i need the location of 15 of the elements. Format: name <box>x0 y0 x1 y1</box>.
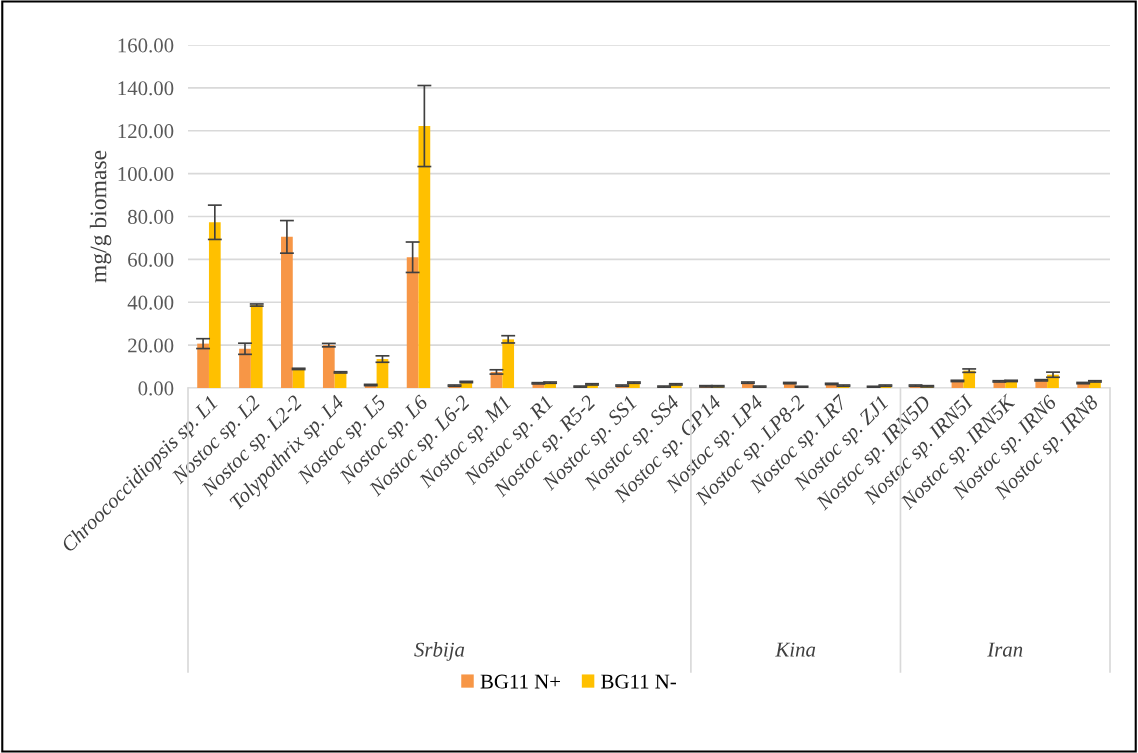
y-tick-label: 100.00 <box>118 167 174 182</box>
y-tick-label: 160.00 <box>118 38 174 53</box>
legend-label: BG11 N- <box>601 674 676 689</box>
y-tick-label: 40.00 <box>127 295 174 310</box>
y-tick-label: 120.00 <box>118 124 174 139</box>
y-tick-label: 0.00 <box>138 381 174 396</box>
text: Srbija <box>414 641 465 661</box>
y-tick-label: 20.00 <box>128 338 174 353</box>
text: Iran <box>987 642 1023 657</box>
y-tick-label: 60.00 <box>128 252 174 267</box>
y-tick-label: 80.00 <box>128 209 174 225</box>
y-tick-label: 140.00 <box>118 81 174 96</box>
text: Kina <box>775 642 816 657</box>
y-axis-title: mg/g biomase <box>89 150 112 283</box>
legend-label: BG11 N+ <box>480 674 560 689</box>
